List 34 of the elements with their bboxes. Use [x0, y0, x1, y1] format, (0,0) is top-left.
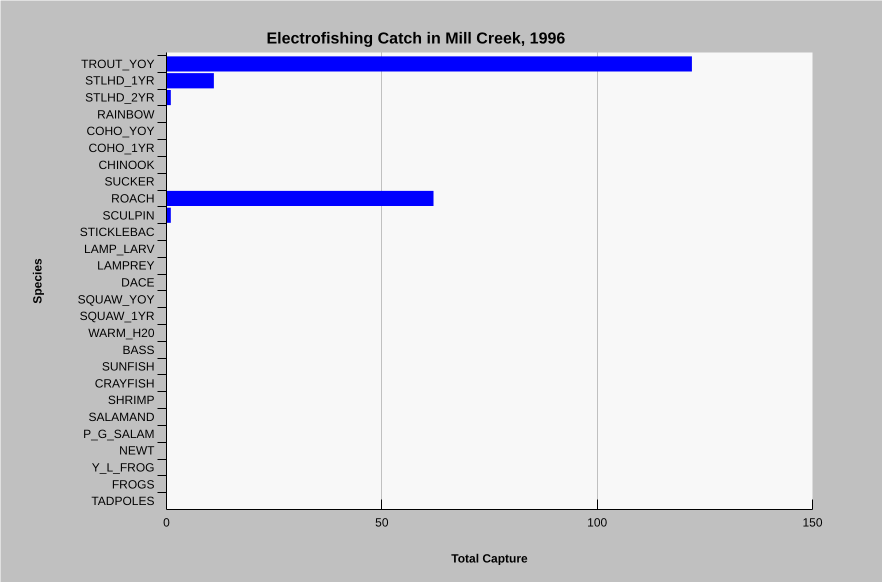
- y-tick-label: WARM_H20: [88, 326, 155, 340]
- y-tick-label: SQUAW_YOY: [78, 292, 154, 306]
- y-tick-label: TADPOLES: [91, 494, 155, 508]
- x-tick-label: 100: [587, 516, 608, 530]
- y-tick-label: STLHD_1YR: [85, 74, 155, 88]
- chart-title: Electrofishing Catch in Mill Creek, 1996: [266, 30, 566, 48]
- y-tick-label: ROACH: [111, 191, 155, 206]
- y-axis-title: Species: [30, 258, 45, 304]
- y-tick-label: Y_L_FROG: [92, 460, 155, 474]
- y-tick-label: P_G_SALAM: [83, 426, 155, 441]
- y-tick-label: LAMP_LARV: [84, 242, 154, 256]
- y-tick-label: COHO_1YR: [88, 141, 155, 156]
- y-tick-label: LAMPREY: [97, 258, 155, 273]
- y-tick-label: SALAMAND: [88, 410, 155, 424]
- x-axis-title: Total Capture: [451, 552, 528, 566]
- y-tick-label: RAINBOW: [97, 107, 156, 122]
- y-tick-label: DACE: [121, 276, 155, 290]
- y-tick-label: CRAYFISH: [94, 376, 155, 390]
- y-tick-label: CHINOOK: [98, 158, 155, 172]
- x-tick-label: 150: [802, 516, 823, 530]
- y-tick-label: SQUAW_1YR: [80, 309, 155, 324]
- x-tick-label: 50: [375, 516, 389, 530]
- y-tick-label: SCULPIN: [102, 208, 154, 222]
- y-tick-label: SUNFISH: [102, 360, 154, 374]
- y-tick-label: BASS: [122, 342, 154, 357]
- y-tick-label: COHO_YOY: [86, 124, 154, 138]
- x-tick-label: 0: [163, 516, 170, 530]
- y-tick-label: FROGS: [112, 477, 155, 492]
- y-tick-label: SHRIMP: [108, 393, 154, 408]
- y-tick-label: STICKLEBAC: [80, 225, 155, 240]
- y-tick-label: TROUT_YOY: [81, 56, 154, 71]
- y-tick-label: SUCKER: [104, 174, 155, 189]
- y-tick-label: STLHD_2YR: [85, 90, 155, 105]
- y-tick-label: NEWT: [119, 444, 156, 458]
